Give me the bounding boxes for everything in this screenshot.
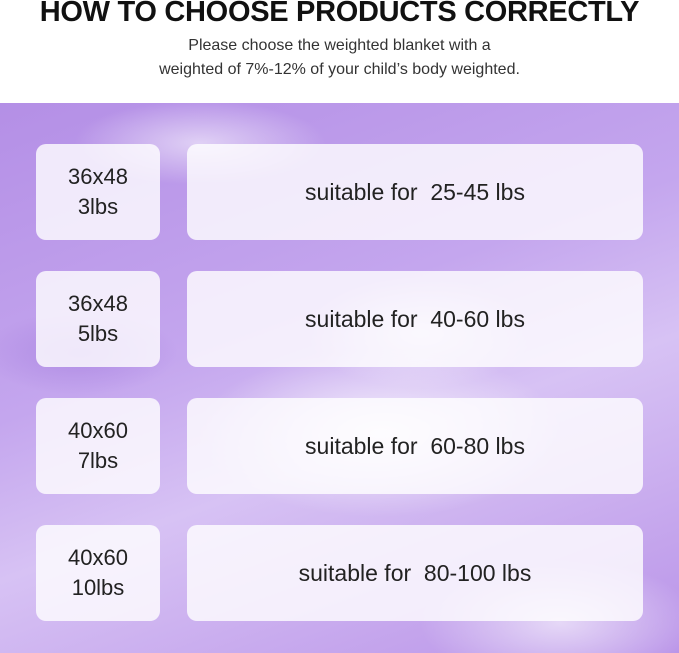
- size-card: 36x48 3lbs: [36, 144, 160, 240]
- suitable-card: suitable for 60-80 lbs: [187, 398, 643, 494]
- size-card: 36x48 5lbs: [36, 271, 160, 367]
- size-label: 36x48: [68, 291, 128, 316]
- weight-label: 10lbs: [71, 575, 125, 600]
- suitable-card: suitable for 80-100 lbs: [187, 525, 643, 621]
- size-card: 40x60 10lbs: [36, 525, 160, 621]
- size-label: 36x48: [68, 164, 128, 189]
- size-label: 40x60: [68, 545, 128, 570]
- weight-label: 7lbs: [77, 448, 119, 473]
- weight-label: 5lbs: [77, 321, 119, 346]
- suitable-card: suitable for 40-60 lbs: [187, 271, 643, 367]
- header: HOW TO CHOOSE PRODUCTS CORRECTLY Please …: [0, 0, 679, 103]
- weight-label: 3lbs: [77, 194, 119, 219]
- page-title: HOW TO CHOOSE PRODUCTS CORRECTLY: [39, 0, 640, 28]
- size-card: 40x60 7lbs: [36, 398, 160, 494]
- size-label: 40x60: [68, 418, 128, 443]
- suitable-card: suitable for 25-45 lbs: [187, 144, 643, 240]
- subtitle-line-2: weighted of 7%-12% of your child’s body …: [159, 61, 520, 78]
- subtitle-line-1: Please choose the weighted blanket with …: [188, 37, 491, 54]
